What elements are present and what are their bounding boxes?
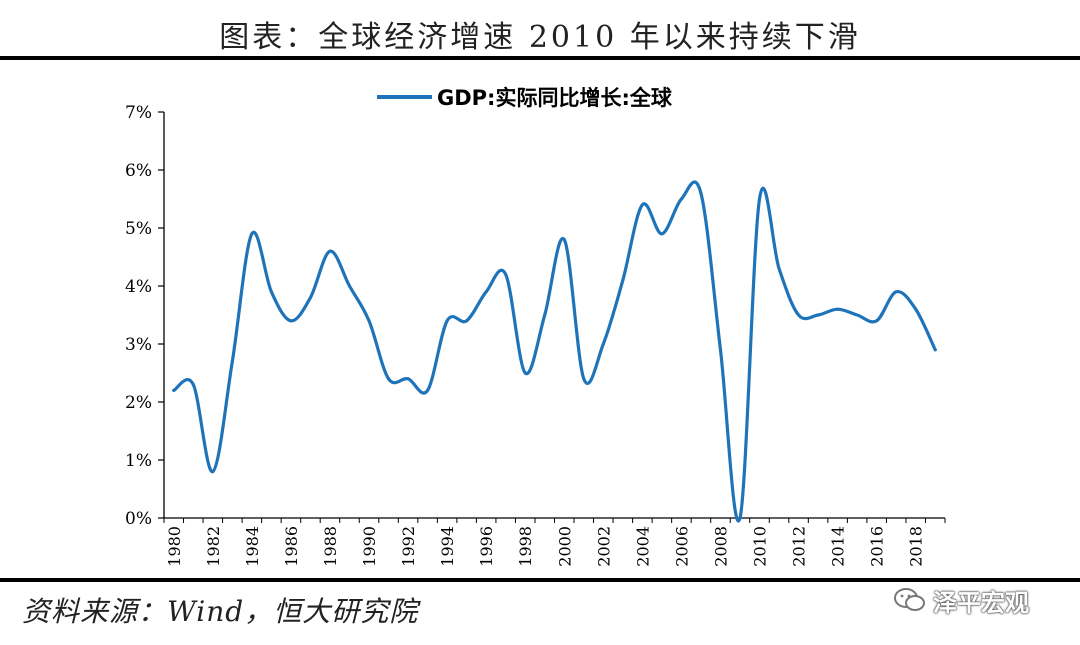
data-point-2007 (699, 191, 703, 195)
bottom-rule (0, 578, 1080, 582)
data-point-2005 (660, 232, 664, 236)
y-tick-label: 5% (125, 219, 152, 239)
data-point-2003 (621, 278, 625, 282)
data-point-2019 (933, 348, 937, 352)
x-tick-label: 2012 (790, 526, 809, 567)
x-tick-label: 1982 (204, 526, 223, 567)
y-tick-label: 4% (125, 277, 152, 297)
data-point-2006 (679, 197, 683, 201)
data-point-2018 (914, 307, 918, 311)
x-tick-label: 1980 (165, 526, 184, 567)
data-point-1992 (406, 377, 410, 381)
x-tick-label: 2002 (594, 526, 613, 567)
y-tick-label: 3% (125, 335, 152, 355)
x-tick-label: 2006 (672, 526, 691, 567)
data-point-2017 (894, 290, 898, 294)
data-point-1985 (269, 290, 273, 294)
data-point-1995 (465, 319, 469, 323)
data-point-2009 (738, 516, 742, 520)
gdp-line-chart: GDP:实际同比增长:全球 0% 1% 2% 3% 4% 5% 6% 7% 1980 1982 1… (125, 86, 946, 567)
data-point-2001 (582, 377, 586, 381)
data-point-2012 (797, 313, 801, 317)
data-point-1996 (484, 290, 488, 294)
y-tick-label: 1% (125, 451, 152, 471)
data-point-1984 (250, 232, 254, 236)
data-point-1988 (328, 249, 332, 253)
x-tick-label: 2018 (907, 526, 926, 567)
x-tick-label: 1986 (282, 526, 301, 567)
data-point-2015 (855, 313, 859, 317)
x-tick-label: 2000 (555, 526, 574, 567)
data-point-2004 (640, 203, 644, 207)
x-tick-label: 2014 (829, 526, 848, 567)
watermark: 泽平宏观 (893, 585, 1029, 617)
data-point-1982 (211, 470, 215, 474)
watermark-text: 泽平宏观 (933, 588, 1029, 617)
x-tick-label: 2004 (633, 526, 652, 567)
x-tick-label: 1992 (399, 526, 418, 567)
y-tick-label: 0% (125, 509, 152, 529)
data-point-1980 (172, 388, 176, 392)
data-point-1997 (504, 272, 508, 276)
data-point-1994 (445, 319, 449, 323)
page-title: 图表：全球经济增速 2010 年以来持续下滑 (219, 20, 861, 55)
data-point-1998 (523, 371, 527, 375)
data-point-2010 (758, 197, 762, 201)
x-tick-label: 2008 (711, 526, 730, 567)
data-point-1993 (426, 388, 430, 392)
x-tick-label: 1990 (360, 526, 379, 567)
data-point-2002 (601, 342, 605, 346)
data-point-1991 (387, 377, 391, 381)
series-line-0 (172, 180, 937, 523)
x-tick-label: 1988 (321, 526, 340, 567)
data-point-1990 (367, 319, 371, 323)
data-point-2014 (836, 307, 840, 311)
y-tick-label: 2% (125, 393, 152, 413)
data-point-1983 (230, 359, 234, 363)
data-point-1981 (191, 383, 195, 387)
data-point-2011 (777, 267, 781, 271)
data-point-1999 (543, 313, 547, 317)
legend: GDP:实际同比增长:全球 (377, 86, 673, 110)
data-point-1989 (347, 284, 351, 288)
y-tick-label: 6% (125, 161, 152, 181)
x-tick-label: 1998 (516, 526, 535, 567)
legend-label: GDP:实际同比增长:全球 (437, 86, 673, 110)
x-tick-label: 1984 (243, 526, 262, 567)
wechat-icon (894, 588, 925, 611)
x-tick-label: 2010 (751, 526, 770, 567)
data-point-2000 (562, 238, 566, 242)
top-rule (0, 56, 1080, 60)
data-point-1986 (289, 319, 293, 323)
data-point-2013 (816, 313, 820, 317)
x-tick-label: 2016 (868, 526, 887, 567)
x-tick-label: 1996 (477, 526, 496, 567)
data-point-1987 (308, 296, 312, 300)
data-point-2008 (718, 348, 722, 352)
x-tick-label: 1994 (438, 526, 457, 567)
source-note: 资料来源：Wind，恒大研究院 (22, 595, 419, 628)
y-tick-label: 7% (125, 103, 152, 123)
data-point-2016 (875, 319, 879, 323)
